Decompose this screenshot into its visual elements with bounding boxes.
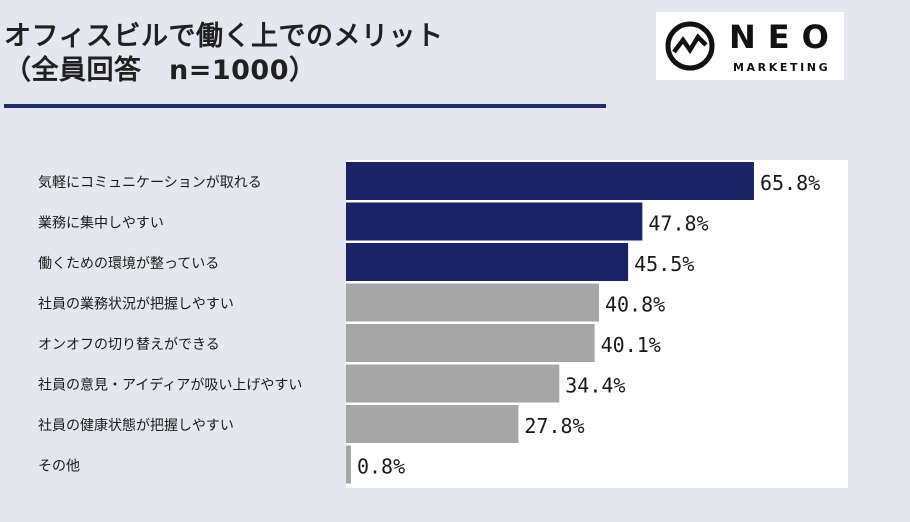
category-label-3: 働くための環境が整っている xyxy=(38,256,219,272)
value-label-8: 0.8% xyxy=(357,455,405,479)
bar-6 xyxy=(346,364,560,403)
chart-title-line1: オフィスビルで働く上でのメリット xyxy=(4,21,444,52)
bar-5 xyxy=(346,324,595,362)
bar-7 xyxy=(346,405,519,443)
value-label-6: 34.4% xyxy=(565,374,625,398)
category-label-2: 業務に集中しやすい xyxy=(38,215,164,232)
category-label-1: 気軽にコミュニケーションが取れる xyxy=(38,175,262,191)
title-underline xyxy=(4,104,606,108)
bar-2 xyxy=(346,202,643,241)
bar-1 xyxy=(346,162,754,200)
chart-title-line2: （全員回答 n=1000） xyxy=(4,55,317,86)
value-label-7: 27.8% xyxy=(524,414,584,438)
value-label-4: 40.8% xyxy=(605,293,665,317)
category-label-4: 社員の業務状況が把握しやすい xyxy=(38,297,234,313)
category-label-8: その他 xyxy=(38,459,80,475)
logo-subtitle: MARKETING xyxy=(733,61,831,74)
category-label-6: 社員の意見・アイディアが吸い上げやすい xyxy=(38,377,302,394)
bar-4 xyxy=(346,283,599,322)
value-label-5: 40.1% xyxy=(601,333,661,357)
category-label-7: 社員の健康状態が把握しやすい xyxy=(38,417,234,434)
neo-marketing-logo: NEO MARKETING xyxy=(656,12,844,80)
bar-8 xyxy=(346,445,351,484)
value-label-3: 45.5% xyxy=(634,252,694,276)
category-label-5: オンオフの切り替えができる xyxy=(38,337,220,353)
chart-title: オフィスビルで働く上でのメリット （全員回答 n=1000） xyxy=(4,20,443,88)
value-label-1: 65.8% xyxy=(760,171,820,195)
bar-3 xyxy=(346,243,629,281)
logo-word: NEO xyxy=(729,18,841,56)
value-label-2: 47.8% xyxy=(648,212,708,236)
logo-pulse-icon xyxy=(665,21,715,71)
